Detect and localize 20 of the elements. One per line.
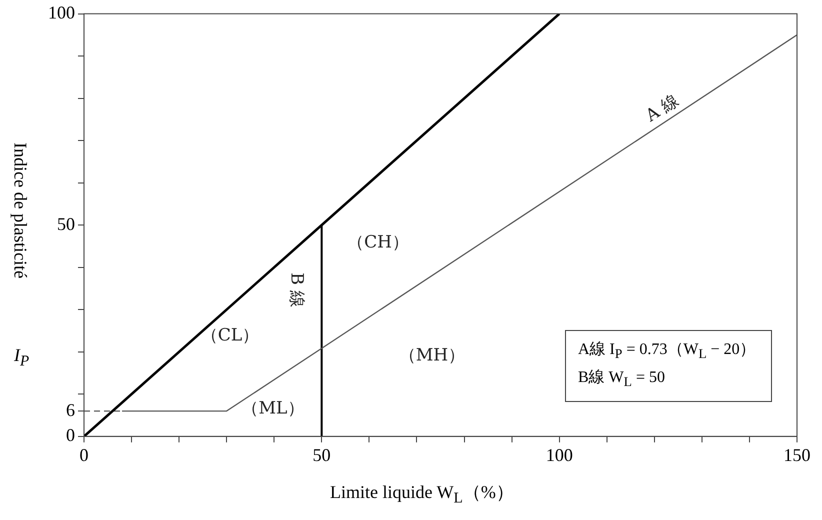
annotation: （MH） (398, 344, 466, 366)
annotation: B線 W$_{L}$ = 50 (578, 368, 665, 390)
annotation: A 線 (641, 90, 683, 128)
annotation: （CL） (200, 324, 260, 346)
x-tick-label: 50 (312, 444, 331, 465)
y-tick-label: 50 (57, 214, 75, 234)
y-tick-label: 100 (48, 2, 75, 23)
text: I$_{P}$ (14, 345, 30, 371)
y-tick-label: 6 (66, 400, 75, 420)
x-tick-label: 100 (546, 444, 573, 465)
annotation: （ML） (242, 398, 304, 420)
annotation: B 線 (286, 272, 308, 308)
note-box: A線 I$_{P}$ = 0.73（W$_{L}$ − 20） B線 W$_{L}$ = 50 (565, 330, 772, 402)
y-axis-title: Indice de plasticité (10, 142, 30, 280)
x-tick-label: 150 (784, 444, 810, 465)
annotation: A線 I$_{P}$ = 0.73（W$_{L}$ − 20） (578, 340, 756, 362)
annotation: （CH） (347, 232, 409, 254)
x-tick-label: 0 (80, 444, 88, 465)
x-axis-title: Limite liquide W$_{L}$（%） (330, 481, 514, 508)
y-tick-label: 0 (66, 425, 75, 446)
